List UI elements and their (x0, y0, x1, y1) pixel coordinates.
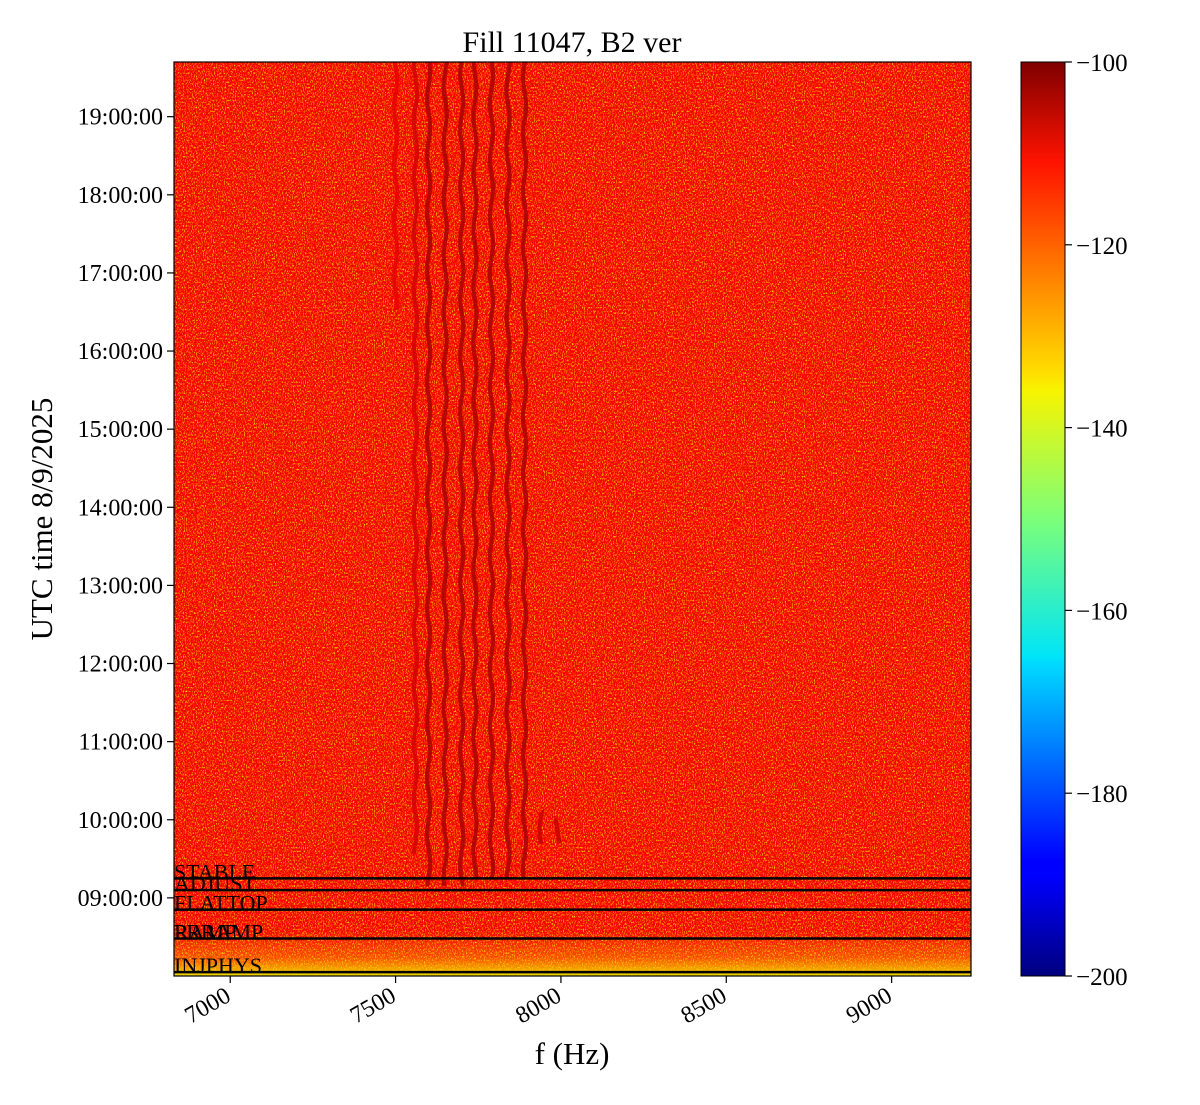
colorbar-tick-label: −160 (1076, 598, 1128, 625)
spectral-line (458, 62, 466, 887)
phase-marker-label: FLATTOP (174, 891, 268, 916)
y-tick-label: 16:00:00 (78, 339, 163, 365)
x-tick-label: 8500 (677, 983, 732, 1030)
colorbar-gradient (1020, 61, 1066, 977)
spectral-line (487, 62, 496, 879)
x-tick-label: 8000 (511, 983, 566, 1030)
spectral-line (537, 809, 545, 845)
spectral-line (553, 817, 562, 844)
spectral-line (391, 62, 400, 310)
spectral-lines (391, 62, 562, 887)
colorbar-ticks: −100 −120 −140 −160 −180 −200 (1065, 50, 1128, 991)
x-axis-label: f (Hz) (535, 1036, 610, 1071)
spectral-line (441, 62, 449, 887)
heatmap-dark-texture (174, 62, 971, 976)
heatmap-bottom-fade (174, 930, 971, 976)
colorbar-tick-label: −180 (1076, 781, 1128, 808)
colorbar-tick-label: −100 (1076, 50, 1128, 77)
y-tick-label: 10:00:00 (78, 808, 163, 834)
colorbar-tick-label: −120 (1076, 233, 1128, 260)
y-axis: 09:00:00 10:00:00 11:00:00 12:00:00 13:00:00… (78, 105, 174, 912)
y-tick-label: 12:00:00 (78, 652, 163, 678)
y-tick-label: 09:00:00 (78, 886, 163, 912)
y-tick-label: 17:00:00 (78, 261, 163, 287)
y-tick-label: 15:00:00 (78, 417, 163, 443)
y-tick-label: 18:00:00 (78, 183, 163, 209)
phase-marker-label: RAMP (174, 920, 236, 945)
y-tick-label: 14:00:00 (78, 495, 163, 521)
y-axis-label: UTC time 8/9/2025 (24, 398, 59, 641)
x-tick-label: 7000 (181, 983, 236, 1030)
colorbar-tick-label: −200 (1076, 964, 1128, 991)
plot-frame (173, 61, 972, 977)
y-tick-label: 11:00:00 (79, 730, 163, 756)
spectral-line (424, 62, 433, 887)
x-tick-label: 9000 (842, 983, 897, 1030)
colorbar-tick-label: −140 (1076, 416, 1128, 443)
x-axis: 7000 7500 8000 8500 9000 (181, 976, 897, 1029)
phase-marker-label: INJPHYS (174, 953, 262, 978)
spectral-line (471, 62, 479, 879)
y-tick-label: 19:00:00 (78, 105, 163, 131)
phase-marker-label: PRRAMP (174, 920, 263, 945)
spectral-line (504, 62, 512, 879)
spectral-line (411, 62, 420, 855)
phase-marker-label: STABLE (174, 859, 255, 884)
x-tick-label: 7500 (346, 983, 401, 1030)
spectral-line (520, 62, 529, 879)
colorbar: −100 −120 −140 −160 −180 −200 (1020, 50, 1128, 991)
phase-marker-label: ADJUST (174, 871, 256, 896)
y-tick-label: 13:00:00 (78, 573, 163, 599)
chart-title: Fill 11047, B2 ver (463, 26, 682, 59)
